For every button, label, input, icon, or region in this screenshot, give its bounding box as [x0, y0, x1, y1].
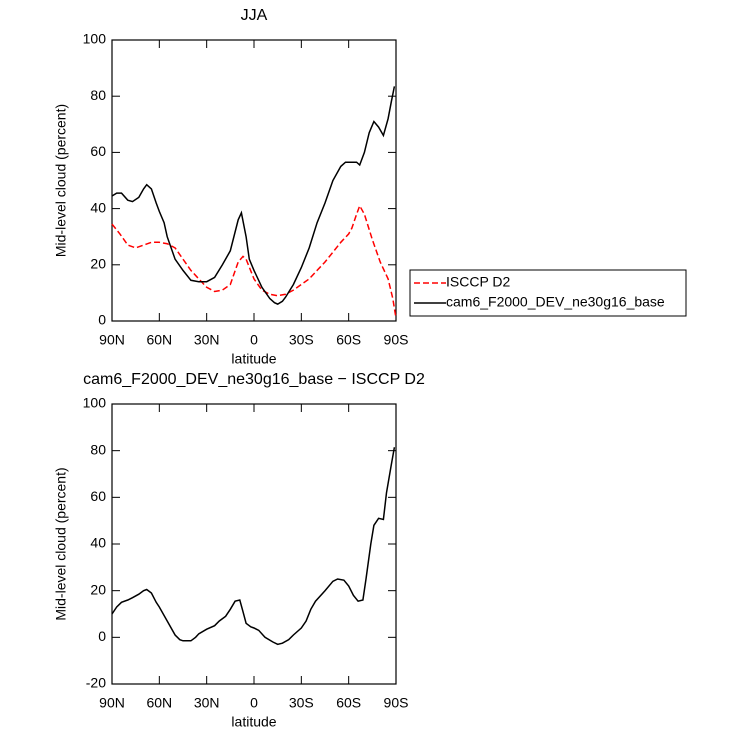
data-line	[111, 86, 396, 305]
y-tick-label: 60	[90, 488, 106, 504]
y-tick-label: 40	[90, 535, 106, 551]
data-line	[111, 204, 397, 319]
x-tick-label: 30S	[289, 332, 314, 348]
legend-box	[409, 269, 687, 317]
x-tick-label: 60N	[146, 695, 172, 711]
y-tick-label: 0	[98, 628, 106, 644]
x-tick-label: 90S	[384, 695, 409, 711]
y-tick-label: 100	[83, 31, 107, 47]
y-tick-label: 80	[90, 441, 106, 457]
x-tick-label: 0	[250, 695, 258, 711]
legend-label: ISCCP D2	[446, 274, 511, 290]
x-tick-label: 30N	[194, 332, 220, 348]
x-tick-label: 30N	[194, 695, 220, 711]
y-tick-label: -20	[86, 675, 106, 691]
y-tick-label: 100	[83, 395, 107, 411]
y-tick-label: 40	[90, 199, 106, 215]
legend-label: cam6_F2000_DEV_ne30g16_base	[446, 294, 665, 310]
data-line	[111, 447, 396, 646]
x-tick-label: 90S	[384, 332, 409, 348]
x-axis-label: latitude	[231, 351, 276, 367]
x-axis-label: latitude	[231, 714, 276, 730]
chart-title: cam6_F2000_DEV_ne30g16_base − ISCCP D2	[83, 371, 425, 388]
x-tick-label: 90N	[99, 695, 125, 711]
x-tick-label: 90N	[99, 332, 125, 348]
x-tick-label: 60N	[146, 332, 172, 348]
plot-frame	[111, 403, 397, 685]
y-tick-label: 80	[90, 87, 106, 103]
x-tick-label: 0	[250, 332, 258, 348]
x-tick-label: 60S	[336, 695, 361, 711]
chart-title: JJA	[241, 7, 268, 24]
x-tick-label: 60S	[336, 332, 361, 348]
y-tick-label: 60	[90, 143, 106, 159]
y-tick-label: 20	[90, 581, 106, 597]
x-tick-label: 30S	[289, 695, 314, 711]
y-axis-label: Mid-level cloud (percent)	[53, 467, 69, 620]
y-tick-label: 0	[98, 312, 106, 328]
y-tick-label: 20	[90, 256, 106, 272]
y-axis-label: Mid-level cloud (percent)	[53, 104, 69, 257]
